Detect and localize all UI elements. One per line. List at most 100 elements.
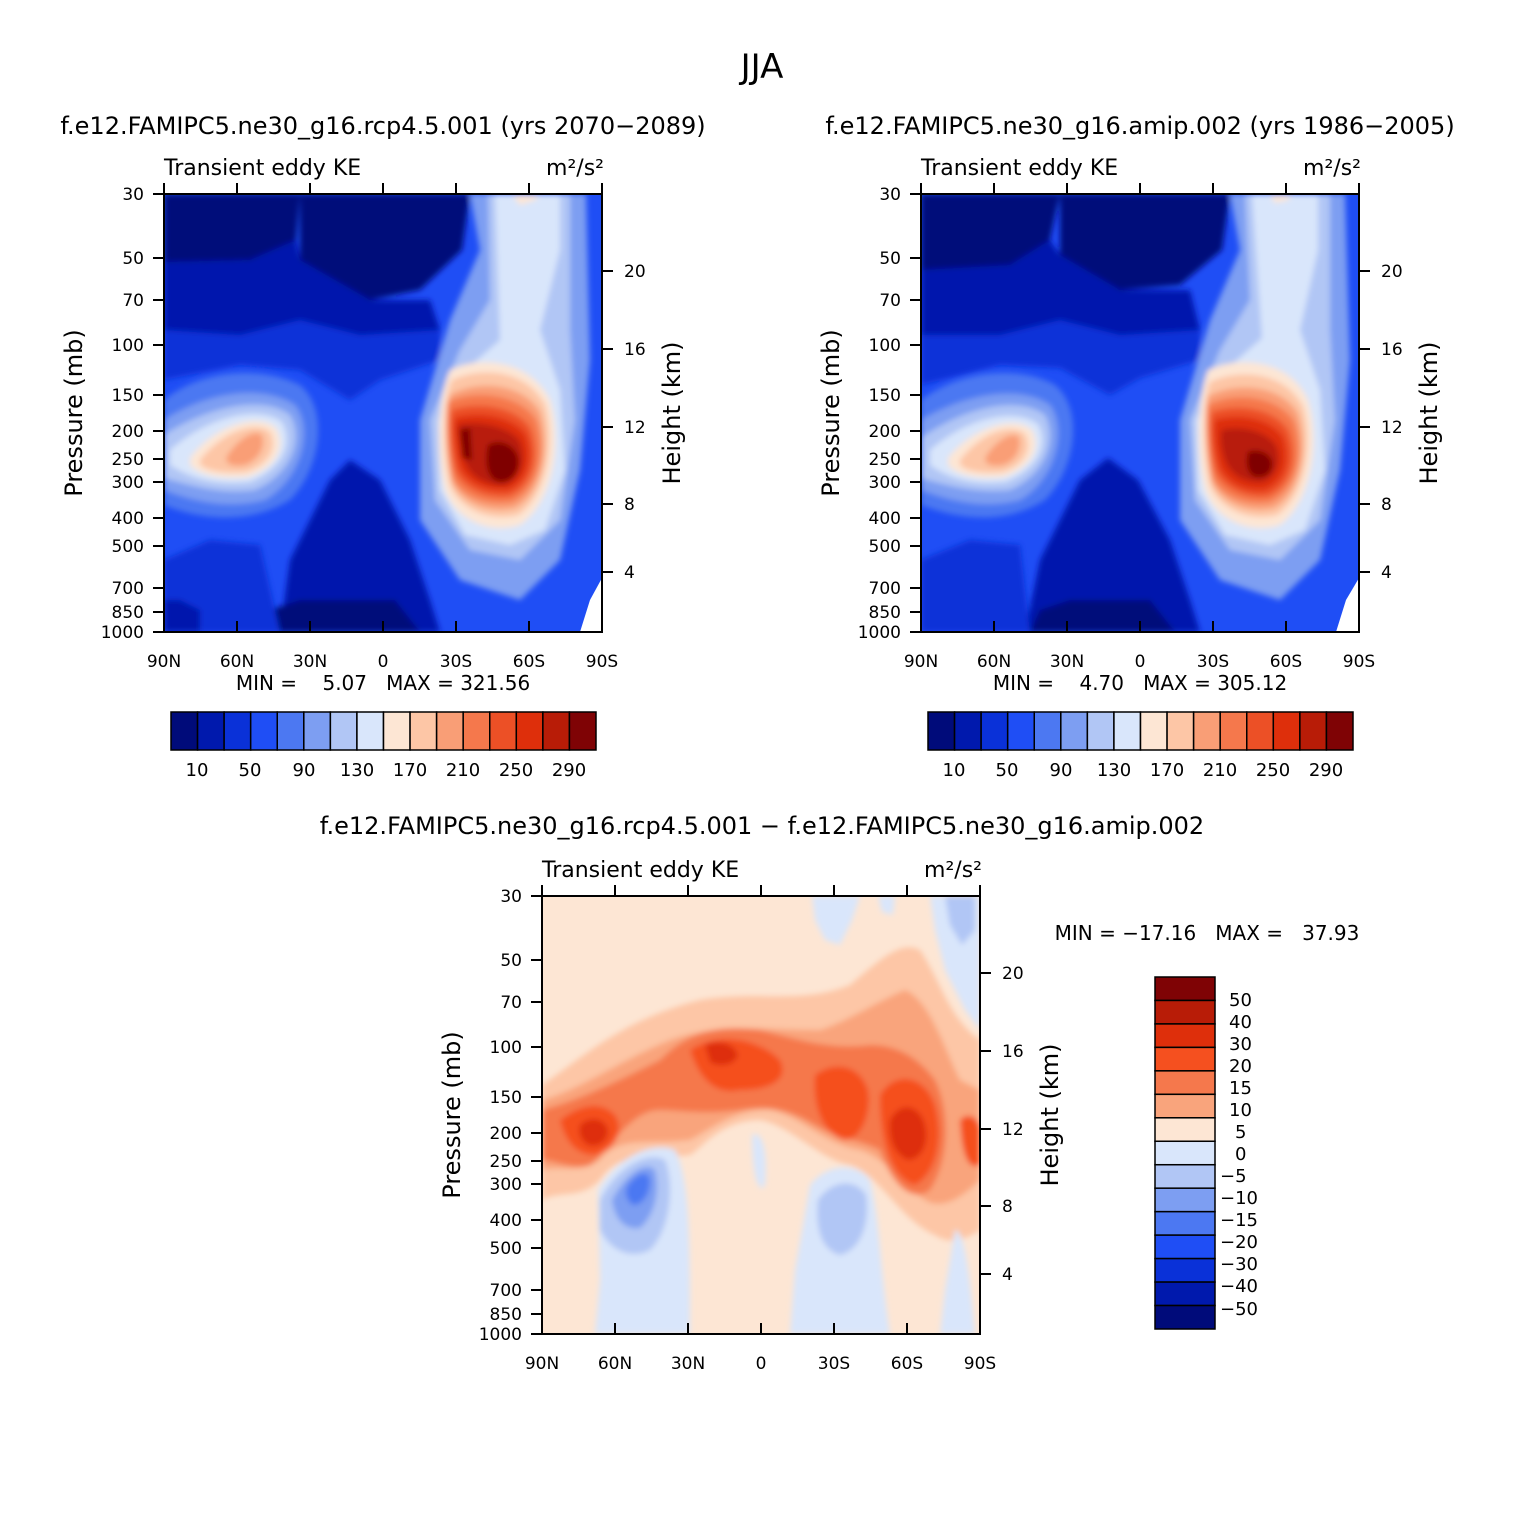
y-tick-label: 50 [500,951,522,971]
colorbar-label: 210 [1203,760,1237,781]
y-right-ticks [980,972,991,1275]
y-tick-label: 50 [122,249,144,269]
contour-band [164,320,440,400]
colorbar-swatch [329,711,358,751]
y-right-axis-title: Height (km) [1415,342,1443,485]
y-tick-label: 400 [112,509,144,529]
y-tick-label: 300 [112,473,144,493]
colorbar-swatch [1154,1304,1216,1330]
y-tick-label: 150 [490,1088,522,1108]
x-tick-label: 90S [964,1354,996,1374]
colorbar-swatch [1219,711,1248,751]
colorbar-labels: 50 40 30 20 15 10 5 0 −5 −10 −15 −20 −30… [1220,990,1258,1320]
panel-historical: f.e12.FAMIPC5.ne30_g16.amip.002 (yrs 198… [817,112,1455,781]
colorbar-swatch [1154,1140,1216,1166]
x-tick-label: 90N [147,652,181,672]
colorbar-swatch [382,711,411,751]
colorbar-label: 30 [1229,1034,1252,1055]
colorbar-label: 250 [1256,760,1290,781]
colorbar-swatch [1192,711,1221,751]
y-tick-label: 70 [122,291,144,311]
x-tick-label: 90N [904,652,938,672]
y-tick-label: 500 [112,537,144,557]
contour-band [200,595,420,632]
colorbar-swatch [1166,711,1195,751]
y-axis-labels: 30 50 70 100 150 200 250 300 400 500 700… [479,887,522,1345]
colorbar-swatch [1154,1023,1216,1049]
panel-difference: f.e12.FAMIPC5.ne30_g16.rcp4.5.001 − f.e1… [320,812,1360,1374]
contour-band [164,194,300,262]
colorbar-swatch [1154,1281,1216,1307]
x-tick-label: 60N [598,1354,632,1374]
contour-band [817,1183,867,1255]
colorbar-label: 50 [1229,990,1252,1011]
colorbar-swatch [1033,711,1062,751]
x-axis-labels: 90N 60N 30N 0 30S 60S 90S [525,1354,996,1374]
y-right-axis-title: Height (km) [1036,1044,1064,1187]
y-tick-label: 100 [490,1038,522,1058]
y-right-tick-label: 16 [1381,340,1403,360]
colorbar-label: 170 [1150,760,1184,781]
y-right-axis-title: Height (km) [658,342,686,485]
x-tick-label: 30S [818,1354,850,1374]
colorbar-label: 0 [1235,1144,1246,1165]
x-tick-label: 30N [293,652,327,672]
contour-field [921,194,1359,632]
y-right-tick-label: 20 [624,262,646,282]
contour-band [1025,458,1200,632]
y-tick-label: 150 [869,386,901,406]
y-tick-label: 250 [112,450,144,470]
colorbar [927,711,1354,751]
x-axis-ticks [541,885,981,1334]
y-tick-label: 200 [490,1124,522,1144]
colorbar-label: 130 [1097,760,1131,781]
y-tick-label: 700 [490,1281,522,1301]
colorbar-label: −15 [1220,1210,1258,1231]
y-axis-title: Pressure (mb) [817,329,845,496]
colorbar-label: 10 [1229,1100,1252,1121]
panel-units: m²/s² [1303,156,1361,181]
colorbar-swatch [1154,999,1216,1025]
colorbar-swatch [223,711,252,751]
colorbar-swatch [1299,711,1328,751]
contour-band [985,434,1020,466]
y-axis-title: Pressure (mb) [60,329,88,496]
contour-band [812,896,860,945]
y-right-ticks [602,270,613,573]
y-tick-label: 500 [490,1239,522,1259]
colorbar-label: 15 [1229,1078,1252,1099]
y-right-tick-label: 20 [1381,262,1403,282]
colorbar-swatch [542,711,571,751]
x-tick-label: 0 [378,652,389,672]
colorbar-swatch [568,711,597,751]
y-tick-label: 850 [112,603,144,623]
y-tick-label: 100 [112,336,144,356]
colorbar-label: 290 [552,760,586,781]
colorbar-swatch [1060,711,1089,751]
figure-title: JJA [739,47,784,87]
contour-band [945,896,975,945]
y-right-tick-label: 12 [1002,1120,1024,1140]
colorbar-swatch [276,711,305,751]
colorbar-labels: 10 50 90 130 170 210 250 290 [943,760,1344,781]
y-axis-labels: 30 50 70 100 150 200 250 300 400 500 700… [858,185,901,643]
x-tick-label: 30N [671,1354,705,1374]
y-right-ticks [1359,270,1370,573]
x-tick-label: 60S [513,652,545,672]
panel-variable-label: Transient eddy KE [163,156,361,181]
y-tick-label: 70 [879,291,901,311]
colorbar-label: −10 [1220,1188,1258,1209]
colorbar-label: 10 [943,760,966,781]
colorbar-swatch [1154,1163,1216,1189]
y-right-tick-label: 20 [1002,964,1024,984]
colorbar-swatch [1154,1093,1216,1119]
y-tick-label: 50 [879,249,901,269]
y-tick-label: 700 [112,579,144,599]
colorbar-swatch [927,711,956,751]
contour-band [940,1230,975,1334]
y-right-tick-label: 12 [1381,418,1403,438]
contour-band [1336,578,1359,632]
y-right-tick-label: 8 [1002,1197,1013,1217]
colorbar-label: −5 [1220,1166,1247,1187]
x-tick-label: 60N [220,652,254,672]
